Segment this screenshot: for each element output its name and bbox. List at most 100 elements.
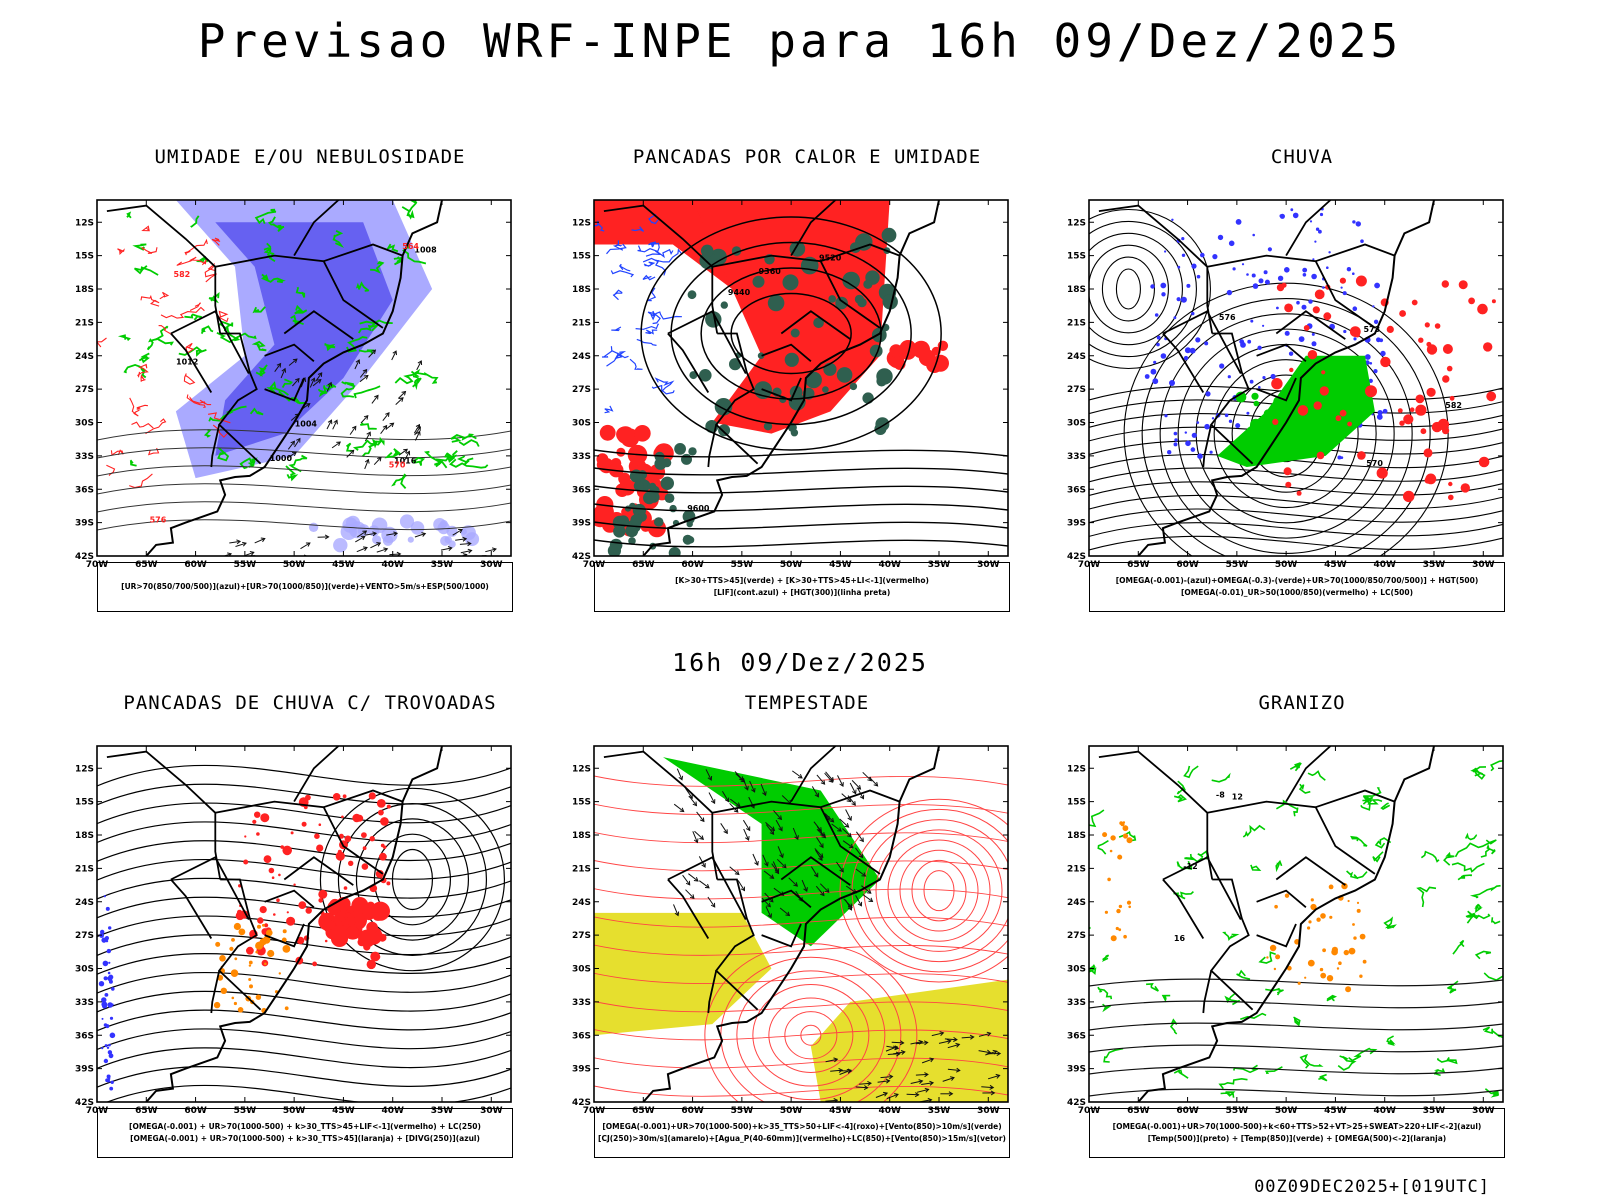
temp850-contour [1482, 1026, 1503, 1039]
humidity-contour [355, 281, 370, 292]
heat-moisture-area [607, 544, 621, 556]
temp850-contour [1480, 843, 1496, 858]
wind850-vector [843, 898, 853, 908]
lat-tick-label: 15S [1067, 798, 1086, 808]
precip-water-contour [594, 1001, 1008, 1013]
omega-area [1173, 316, 1177, 320]
strong-omega-area [1253, 400, 1260, 407]
thickness-contour [186, 394, 207, 409]
convection-area [281, 937, 287, 943]
lat-tick-label: 30S [75, 965, 94, 975]
temp850-contour [1146, 983, 1159, 992]
wind-vector [327, 381, 333, 387]
lifted-index-contour [604, 405, 614, 414]
precip-water-contour [911, 859, 967, 922]
wind850-vector [721, 791, 730, 802]
streamline-250 [391, 848, 434, 911]
thunderstorm-area [352, 813, 362, 823]
temp850-contour [1222, 931, 1240, 942]
convection-area [234, 957, 238, 961]
strong-omega-area [1264, 431, 1269, 436]
convection-area [231, 938, 235, 942]
wind850-vector [811, 786, 819, 798]
heat-moisture-area [871, 327, 887, 343]
rain-area [1442, 375, 1450, 383]
humidity-contour [195, 255, 209, 263]
wind850-vector [764, 892, 774, 903]
omega-area [1382, 408, 1388, 414]
thunderstorm-area [345, 926, 359, 940]
omega500-area [1326, 975, 1334, 982]
rain-area [1423, 448, 1433, 458]
state-border [1202, 424, 1213, 468]
heat-moisture-area [700, 244, 714, 258]
omega500-area [1275, 954, 1281, 960]
omega-area [1309, 220, 1313, 223]
thickness-contour [131, 421, 154, 429]
thunderstorm-area [341, 815, 344, 819]
state-border [707, 424, 718, 468]
wind850-vector [914, 1092, 920, 1098]
state-border [667, 310, 747, 375]
wind850-vector [841, 793, 852, 802]
wind850-vector [792, 770, 803, 779]
omega500-area [1269, 944, 1277, 952]
omega-area [1346, 267, 1352, 272]
humidity-contour [340, 382, 356, 398]
precip-water-contour [594, 916, 1008, 928]
lon-tick-label: 55W [234, 1106, 257, 1116]
state-border [1256, 377, 1297, 402]
heat-moisture-area [687, 290, 697, 300]
lon-tick-label: 55W [1226, 1106, 1249, 1116]
wind850-vector [817, 827, 822, 832]
state-border [1162, 856, 1242, 921]
map-frame [96, 199, 512, 557]
omega-area [1290, 208, 1294, 212]
lat-tick-label: 39S [1067, 1065, 1086, 1075]
wind850-vector [762, 791, 767, 797]
omega500-area [1356, 901, 1360, 904]
wind850-vector [815, 885, 825, 896]
wind-vector [366, 431, 371, 437]
wind850-vector [833, 1057, 839, 1063]
omega-area [1369, 362, 1373, 365]
wind850-vector [863, 1085, 869, 1091]
omega-area [1258, 386, 1261, 389]
wind850-vector [915, 1073, 928, 1076]
lat-tick-label: 39S [572, 519, 591, 529]
wind-vector [416, 426, 421, 432]
precip-water-contour [768, 997, 854, 1073]
temp500-contour [1089, 1066, 1503, 1075]
wind850-vector [763, 870, 774, 879]
omega-area [1263, 270, 1268, 275]
wind-vector [385, 422, 394, 430]
wind850-vector [819, 883, 830, 893]
hgt300-contour [594, 467, 1008, 476]
convection-area [215, 941, 221, 947]
wind850-vector [685, 889, 695, 899]
omega-area [1314, 240, 1317, 243]
temp850-contour [1326, 994, 1338, 1002]
divergence-area [104, 936, 109, 941]
wind850-vector [685, 880, 691, 886]
wind-vector [228, 557, 232, 561]
hgt500-contour [1089, 220, 1197, 358]
heat-moisture-area [653, 517, 664, 527]
omega-area [1191, 263, 1197, 269]
legend-line: [UR>70(850/700/500)](azul)+[UR>70(1000/8… [121, 582, 489, 591]
convection-area [264, 962, 267, 966]
contour-label: 1000 [270, 454, 293, 463]
state-border [264, 343, 315, 362]
omega500-area [1107, 877, 1111, 882]
lat-tick-label: 21S [75, 318, 94, 328]
wind850-vector [699, 880, 710, 889]
heat-moisture-area [862, 392, 874, 404]
wind-vector [288, 358, 298, 366]
heat-moisture-area [881, 227, 897, 243]
wind-vector [355, 535, 366, 543]
wind850-vector [946, 1039, 952, 1044]
wind850-vector [740, 886, 746, 892]
lat-tick-label: 18S [572, 831, 591, 841]
omega500-area [1328, 884, 1334, 890]
omega-area [1342, 291, 1347, 296]
